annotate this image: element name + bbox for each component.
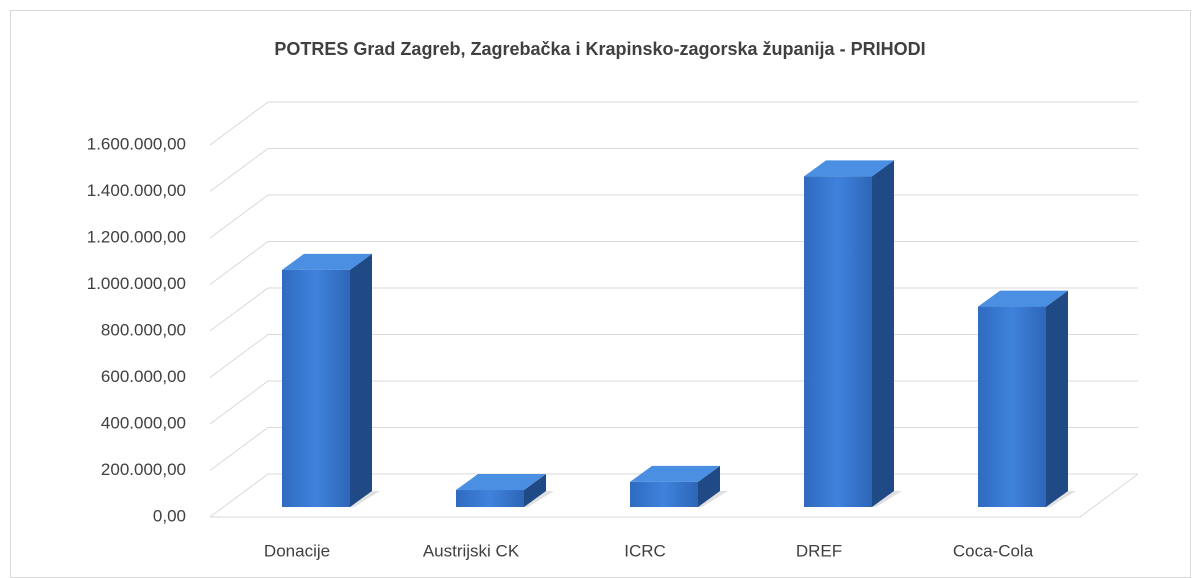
chart-title: POTRES Grad Zagreb, Zagrebačka i Krapins… [274, 39, 925, 59]
bar [282, 269, 350, 507]
y-tick-label: 1.600.000,00 [87, 134, 186, 153]
y-tick-label: 400.000,00 [101, 413, 186, 432]
bar-top [282, 253, 372, 270]
bar-top [978, 290, 1068, 307]
x-tick-label: ICRC [624, 541, 666, 560]
y-tick-label: 600.000,00 [101, 367, 186, 386]
bar [456, 490, 524, 507]
bar [978, 306, 1046, 507]
grid-line [209, 101, 1138, 146]
bar-side [872, 160, 894, 507]
y-tick-label: 800.000,00 [101, 320, 186, 339]
bar [630, 481, 698, 507]
bar-top [456, 474, 546, 491]
y-tick-label: 200.000,00 [101, 460, 186, 479]
y-tick-label: 1.000.000,00 [87, 274, 186, 293]
bar-side [350, 253, 372, 507]
x-tick-label: Donacije [264, 541, 330, 560]
floor [210, 473, 1139, 518]
bar-side [524, 474, 546, 507]
y-tick-label: 1.200.000,00 [87, 227, 186, 246]
y-tick-label: 0,00 [153, 506, 186, 525]
bar-side [1046, 290, 1068, 507]
bar [804, 176, 872, 507]
grid-line [209, 148, 1138, 192]
x-tick-label: Coca-Cola [953, 541, 1034, 560]
x-tick-label: DREF [796, 541, 842, 560]
bar-top [804, 160, 894, 177]
y-tick-label: 1.400.000,00 [87, 181, 186, 200]
bar-top [630, 465, 720, 482]
bar-side [698, 465, 720, 507]
x-tick-label: Austrijski CK [423, 541, 520, 560]
